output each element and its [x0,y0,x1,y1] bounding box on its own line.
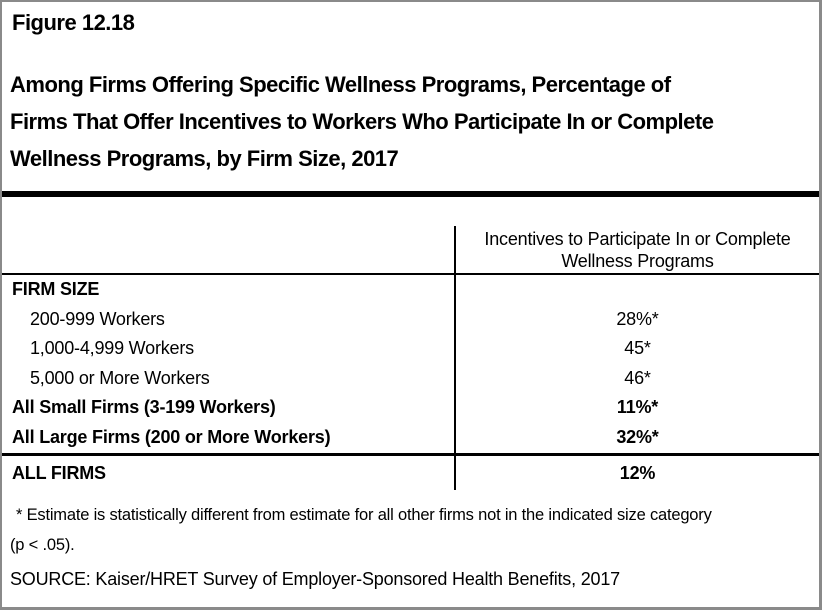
row-value: 46* [454,363,819,394]
figure-label: Figure 12.18 [12,10,135,35]
column-header-line: Incentives to Participate In or Complete [484,228,791,249]
footnote-line: (p < .05). [10,535,75,554]
table-row-all-firms: ALL FIRMS 12% [2,455,819,490]
row-label: All Large Firms (200 or More Workers) [12,426,331,447]
title-divider-rule [2,191,819,197]
row-value: 12% [454,455,819,490]
row-label: 200-999 Workers [30,308,165,329]
table-total-block: ALL FIRMS 12% [2,452,819,490]
column-header-line: Wellness Programs [561,250,714,271]
table-body: FIRM SIZE 200-999 Workers 28%* 1,000-4,9… [2,273,819,453]
table-row: 200-999 Workers 28%* [2,304,819,335]
row-label: 5,000 or More Workers [30,367,210,388]
table-header-row: Incentives to Participate In or Complete… [2,226,819,273]
row-label: ALL FIRMS [12,462,106,483]
row-value [454,275,819,305]
row-value: 32%* [454,422,819,453]
figure-title-line: Among Firms Offering Specific Wellness P… [10,72,671,97]
footnote-line: * Estimate is statistically different fr… [16,505,712,524]
data-table: Incentives to Participate In or Complete… [2,226,819,490]
row-value: 28%* [454,304,819,335]
column-header: Incentives to Participate In or Complete… [454,226,819,273]
row-label: All Small Firms (3-199 Workers) [12,397,276,418]
table-row: All Large Firms (200 or More Workers) 32… [2,422,819,453]
figure-title-line: Firms That Offer Incentives to Workers W… [10,109,714,134]
figure-title-line: Wellness Programs, by Firm Size, 2017 [10,146,399,171]
table-row-firm-size: FIRM SIZE [2,275,819,305]
row-label: 1,000-4,999 Workers [30,338,194,359]
table-row: 5,000 or More Workers 46* [2,363,819,394]
section-header-label: FIRM SIZE [12,279,100,299]
table-header-empty-cell [2,226,454,273]
footnote: * Estimate is statistically different fr… [2,490,819,560]
source-line: SOURCE: Kaiser/HRET Survey of Employer-S… [10,568,620,589]
figure-title: Among Firms Offering Specific Wellness P… [2,66,819,177]
table-row: 1,000-4,999 Workers 45* [2,334,819,364]
row-value: 45* [454,334,819,364]
table-row: All Small Firms (3-199 Workers) 11%* [2,393,819,423]
row-value: 11%* [454,393,819,423]
